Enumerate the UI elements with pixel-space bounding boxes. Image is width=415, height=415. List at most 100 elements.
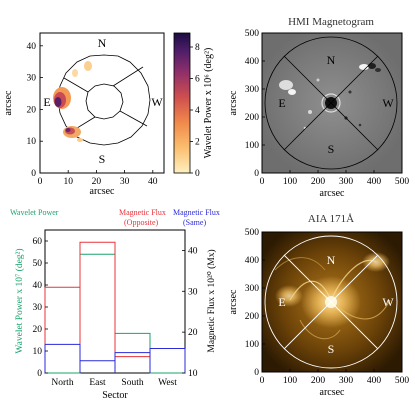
wavelet-x-tick-label: 40 xyxy=(148,177,158,187)
aia-y-tick-label: 200 xyxy=(245,312,260,322)
hmi-y-tick-label: 400 xyxy=(245,57,260,67)
hmi-x-tick-label: 400 xyxy=(367,177,382,187)
wavelet-map-label-n: N xyxy=(98,36,107,50)
wavelet-map-x-ticks: 0 10 20 30 40 xyxy=(38,170,158,187)
legend-same-line2: (Same) xyxy=(183,218,206,227)
legend-same-line1: Magnetic Flux xyxy=(173,208,220,217)
flux-right-tick-label: 40 xyxy=(188,246,198,256)
aia-y-tick-label: 0 xyxy=(254,368,259,378)
legend-wavelet: Wavelet Power xyxy=(10,208,59,217)
flux-right-tick-label: 10 xyxy=(188,369,198,379)
wavelet-map-label-e: E xyxy=(43,95,50,109)
wavelet-y-tick-label: 40 xyxy=(27,42,37,52)
hmi-y-tick-label: 500 xyxy=(245,29,260,39)
wavelet-x-tick-label: 0 xyxy=(38,177,43,187)
flux-left-tick-label: 30 xyxy=(33,303,43,313)
wavelet-y-tick-label: 0 xyxy=(31,169,36,179)
hmi-y-tick-label: 300 xyxy=(245,85,260,95)
flux-x-ticks: North East South West xyxy=(51,378,177,388)
aia-y-ticks: 0 100 200 300 400 500 xyxy=(245,228,265,378)
wavelet-x-tick-label: 30 xyxy=(120,177,130,187)
aia-label-w: W xyxy=(382,295,394,309)
flux-left-tick-label: 10 xyxy=(33,347,43,357)
legend-opposite-line2: (Opposite) xyxy=(124,218,159,227)
hmi-y-tick-label: 0 xyxy=(254,169,259,179)
colorbar-tick-label: 8 xyxy=(195,43,200,53)
hmi-y-tick-label: 100 xyxy=(245,141,260,151)
hmi-y-tick-label: 200 xyxy=(245,113,260,123)
wavelet-map-label-w: W xyxy=(151,95,163,109)
wavelet-y-tick-label: 30 xyxy=(27,74,37,84)
aia-y-tick-label: 100 xyxy=(245,340,260,350)
flux-chart-panel: Wavelet Power Magnetic Flux (Opposite) M… xyxy=(10,208,220,401)
flux-left-tick-label: 40 xyxy=(33,281,43,291)
hmi-label-s: S xyxy=(328,142,335,156)
hmi-title: HMI Magnetogram xyxy=(288,16,374,28)
hmi-x-tick-label: 300 xyxy=(339,177,354,187)
wavelet-map-label-s: S xyxy=(99,152,106,166)
flux-left-tick-label: 20 xyxy=(33,325,43,335)
colorbar-ticks: 0 2 4 6 8 xyxy=(190,43,200,179)
aia-label-s: S xyxy=(328,342,335,356)
hmi-x-tick-label: 100 xyxy=(283,177,298,187)
wavelet-map-y-ticks: 0 10 20 30 40 xyxy=(27,42,43,179)
flux-category-label-east: East xyxy=(89,378,106,388)
flux-category-label-north: North xyxy=(51,378,73,388)
aia-panel: AIA 171Å N E W S 0 100 200 300 400 500 0 100 20… xyxy=(228,213,409,398)
flux-category-label-south: South xyxy=(121,378,143,388)
colorbar-label: Wavelet Power x 10⁶ (deg²) xyxy=(203,48,214,159)
flux-right-ticks: 10 20 30 40 xyxy=(182,246,198,379)
hmi-x-tick-label: 500 xyxy=(395,177,410,187)
wavelet-y-tick-label: 10 xyxy=(27,137,37,147)
aia-label-n: N xyxy=(327,253,336,267)
hmi-label-w: W xyxy=(382,96,394,110)
flux-right-tick-label: 30 xyxy=(188,287,198,297)
wavelet-x-tick-label: 20 xyxy=(92,177,102,187)
aia-label-e: E xyxy=(278,295,285,309)
aia-x-tick-label: 500 xyxy=(395,376,410,386)
aia-x-ticks: 0 100 200 300 400 500 xyxy=(260,369,410,386)
hmi-label-e: E xyxy=(278,96,285,110)
aia-title: AIA 171Å xyxy=(308,213,354,225)
colorbar xyxy=(173,32,191,174)
hmi-x-ticks: 0 100 200 300 400 500 xyxy=(260,170,410,187)
aia-y-tick-label: 400 xyxy=(245,256,260,266)
hmi-x-tick-label: 200 xyxy=(311,177,326,187)
flux-right-tick-label: 20 xyxy=(188,328,198,338)
hmi-sector-grid xyxy=(264,36,398,170)
aia-sector-grid xyxy=(264,235,398,369)
flux-y2-label: Magnetic Flux x 10²⁰ (Mx) xyxy=(206,249,217,352)
aia-features xyxy=(274,252,391,340)
aia-x-tick-label: 400 xyxy=(367,376,382,386)
aia-y-tick-label: 500 xyxy=(245,228,260,238)
hmi-label-n: N xyxy=(327,53,336,67)
wavelet-map-boundary xyxy=(57,54,151,146)
aia-x-tick-label: 300 xyxy=(339,376,354,386)
hmi-panel: HMI Magnetogram N E W S 0 100 200 300 400 500 xyxy=(228,16,409,199)
hmi-x-tick-label: 0 xyxy=(260,177,265,187)
wavelet-power-blobs xyxy=(53,61,92,142)
hmi-y-ticks: 0 100 200 300 400 500 xyxy=(245,29,265,179)
legend-opposite-line1: Magnetic Flux xyxy=(119,208,166,217)
colorbar-tick-label: 2 xyxy=(195,138,200,148)
aia-x-tick-label: 200 xyxy=(311,376,326,386)
hmi-x-label: arcsec xyxy=(320,188,346,199)
aia-y-label: arcsec xyxy=(228,289,239,315)
flux-left-tick-label: 0 xyxy=(37,369,42,379)
wavelet-map-y-label: arcsec xyxy=(3,90,14,116)
flux-left-tick-label: 60 xyxy=(33,237,43,247)
wavelet-y-tick-label: 20 xyxy=(27,105,37,115)
aia-y-tick-label: 300 xyxy=(245,284,260,294)
flux-y-label: Wavelet Power x 10⁷ (deg²) xyxy=(14,248,25,353)
wavelet-x-tick-label: 10 xyxy=(63,177,73,187)
aia-x-tick-label: 0 xyxy=(260,376,265,386)
flux-left-tick-label: 50 xyxy=(33,259,43,269)
flux-x-label: Sector xyxy=(102,390,128,401)
hmi-y-label: arcsec xyxy=(228,90,239,116)
colorbar-tick-label: 0 xyxy=(195,169,200,179)
flux-series xyxy=(44,241,186,374)
colorbar-tick-label: 6 xyxy=(195,75,200,85)
colorbar-tick-label: 4 xyxy=(195,106,200,116)
aia-x-label: arcsec xyxy=(320,387,346,398)
